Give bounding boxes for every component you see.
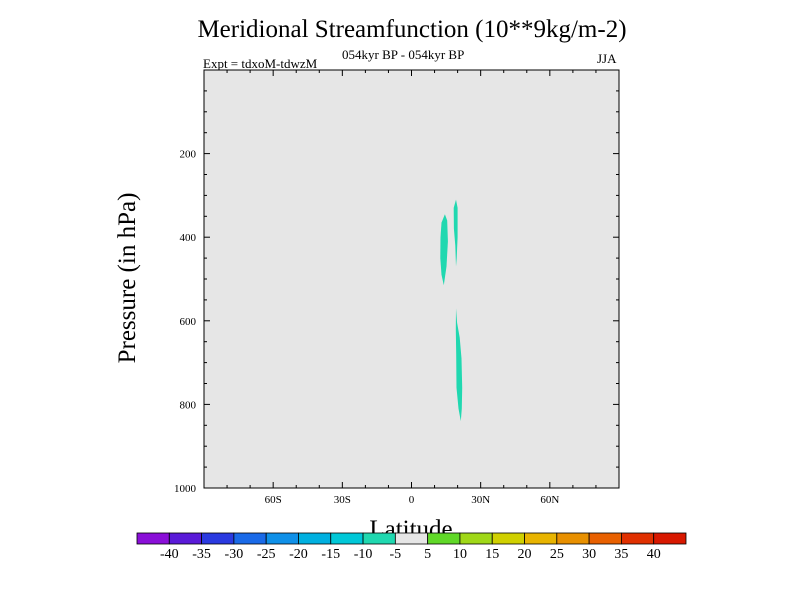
colorbar-label: -15 [321, 547, 340, 562]
colorbar-swatch [524, 532, 558, 545]
x-tick-label: 30N [471, 494, 490, 506]
chart-subtitle-center: 054kyr BP - 054kyr BP [342, 47, 465, 62]
colorbar-swatch [459, 532, 493, 545]
colorbar-swatch [491, 532, 525, 545]
colorbar-label: 40 [647, 547, 661, 562]
contour-region-3 [455, 308, 463, 422]
y-tick-label: 200 [180, 149, 197, 161]
colorbar-swatch [233, 532, 267, 545]
colorbar-swatch [201, 532, 235, 545]
colorbar-label: 25 [550, 547, 564, 562]
y-tick-label: 1000 [174, 483, 197, 495]
colorbar-swatch [265, 532, 299, 545]
colorbar-swatch [653, 532, 687, 545]
chart-title: Meridional Streamfunction (10**9kg/m-2) [197, 16, 627, 43]
colorbar-swatch [621, 532, 655, 545]
y-tick-label: 600 [180, 316, 197, 328]
chart-subtitle-right: JJA [597, 51, 617, 66]
colorbar-label: -20 [289, 547, 308, 562]
colorbar-label: -25 [257, 547, 276, 562]
colorbar-label: 10 [453, 547, 467, 562]
y-tick-label: 800 [180, 399, 197, 411]
colorbar-label: -30 [225, 547, 244, 562]
contour-region-1 [440, 214, 448, 286]
colorbar-swatch [556, 532, 590, 545]
colorbar-swatch [394, 532, 429, 545]
x-tick-label: 60N [540, 494, 559, 506]
y-tick-label: 400 [180, 232, 197, 244]
colorbar-label: -40 [160, 547, 179, 562]
x-tick-label: 0 [409, 494, 415, 506]
colorbar-label: -5 [390, 547, 402, 562]
colorbar-swatch [427, 532, 461, 545]
chart-subtitle-left: Expt = tdxoM-tdwzM [203, 56, 318, 71]
colorbar-label: -10 [354, 547, 373, 562]
colorbar-label: 30 [582, 547, 596, 562]
colorbar-label: 35 [614, 547, 628, 562]
colorbar-swatch [168, 532, 202, 545]
colorbar-swatch [136, 532, 170, 545]
colorbar-swatch [298, 532, 332, 545]
colorbar-label: 15 [485, 547, 499, 562]
contour-region-2 [453, 199, 458, 267]
colorbar-swatch [362, 532, 396, 545]
colorbar-label: 20 [518, 547, 532, 562]
colorbar-label: -35 [192, 547, 211, 562]
colorbar-label: 5 [424, 547, 431, 562]
plot-area [204, 70, 619, 488]
colorbar-swatch [588, 532, 622, 545]
colorbar-swatch [330, 532, 364, 545]
x-tick-label: 30S [334, 494, 351, 506]
x-tick-label: 60S [265, 494, 282, 506]
